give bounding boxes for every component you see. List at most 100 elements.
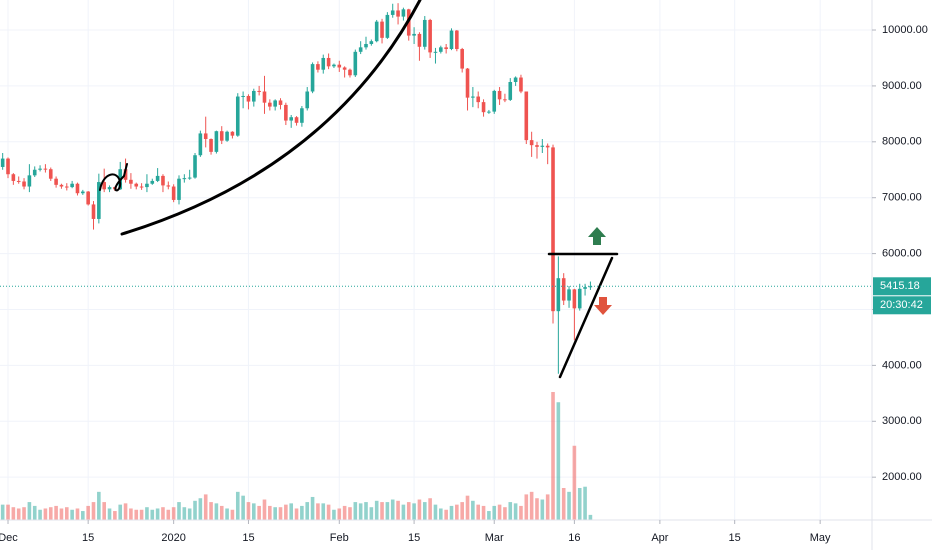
candle-body xyxy=(316,64,320,70)
volume-bar xyxy=(348,507,352,520)
candle-body xyxy=(139,186,144,188)
volume-bar xyxy=(471,500,475,520)
volume-bar xyxy=(353,502,358,520)
candle-body xyxy=(524,91,529,141)
volume-bar xyxy=(235,491,240,520)
volume-bar xyxy=(284,504,288,520)
volume-bar xyxy=(503,507,507,520)
volume-bar xyxy=(102,502,106,520)
volume-bar xyxy=(171,507,176,520)
arrow-up xyxy=(588,227,606,245)
candle-body xyxy=(492,90,497,112)
volume-bar xyxy=(118,504,123,520)
volume-bar xyxy=(332,509,336,520)
candle-body xyxy=(577,288,582,309)
candle-body xyxy=(519,77,523,92)
axes: 2000.003000.004000.005000.006000.007000.… xyxy=(0,24,931,544)
candle-body xyxy=(64,186,69,188)
y-tick-label: 2000.00 xyxy=(882,471,922,483)
volume-bar xyxy=(545,494,550,520)
x-tick-label: Feb xyxy=(330,532,349,544)
volume-bar xyxy=(481,505,486,520)
candle-body xyxy=(305,91,310,109)
volume-bar xyxy=(406,502,411,520)
volume-bar xyxy=(6,504,10,520)
candle-body xyxy=(353,51,358,76)
volume-bar xyxy=(97,491,101,520)
candle-body xyxy=(567,289,571,301)
volume-bar xyxy=(48,507,53,520)
candle-body xyxy=(54,178,58,185)
y-tick-label: 3000.00 xyxy=(882,415,922,427)
candle-body xyxy=(278,100,283,105)
volume-bar xyxy=(465,495,470,520)
candle-body xyxy=(48,169,53,179)
volume-bar xyxy=(561,488,566,520)
candle-body xyxy=(187,177,192,179)
candle-body xyxy=(81,191,85,194)
candle-body xyxy=(508,81,513,100)
candle-body xyxy=(230,131,235,136)
volume-bar xyxy=(316,503,320,520)
volume-bar xyxy=(262,499,267,520)
volume-bar xyxy=(16,508,21,520)
volume-bar xyxy=(27,502,32,520)
volume-bar xyxy=(155,508,160,520)
volume-bar xyxy=(310,496,315,520)
candle-body xyxy=(348,69,352,76)
volume-bar xyxy=(439,508,443,520)
last-price-badge xyxy=(873,277,931,296)
candle-body xyxy=(246,95,251,102)
volume-layer xyxy=(0,392,593,520)
candle-body xyxy=(203,133,208,140)
volume-bar xyxy=(219,505,224,520)
volume-bar xyxy=(43,508,48,520)
candle-body xyxy=(476,96,481,103)
candle-body xyxy=(487,111,491,113)
candle-body xyxy=(337,64,342,68)
volume-bar xyxy=(107,508,112,520)
candle-body xyxy=(182,178,187,180)
volume-bar xyxy=(374,500,379,520)
candle-body xyxy=(460,49,464,69)
candle-body xyxy=(417,33,422,47)
candle-body xyxy=(97,182,101,219)
volume-bar xyxy=(273,507,277,520)
volume-bar xyxy=(59,508,64,520)
volume-bar xyxy=(246,502,251,520)
volume-bar xyxy=(385,502,390,520)
x-tick-label: 15 xyxy=(242,532,254,544)
volume-bar xyxy=(70,509,74,520)
x-tick-label: May xyxy=(810,532,831,544)
volume-bar xyxy=(150,509,155,520)
candle-body xyxy=(257,90,261,92)
candle-body xyxy=(134,183,139,187)
volume-bar xyxy=(203,494,208,520)
x-tick-label: 15 xyxy=(729,532,741,544)
candle-body xyxy=(27,175,32,187)
volume-bar xyxy=(455,504,459,520)
drawings xyxy=(99,0,619,379)
volume-bar xyxy=(113,511,117,520)
y-tick-label: 7000.00 xyxy=(882,192,922,204)
volume-bar xyxy=(519,505,523,520)
y-tick-label: 4000.00 xyxy=(882,359,922,371)
volume-bar xyxy=(535,498,539,520)
candle-body xyxy=(177,178,181,200)
candle-body xyxy=(412,33,416,36)
volume-bar xyxy=(337,508,342,520)
candle-body xyxy=(401,9,406,17)
candle-body xyxy=(497,90,502,100)
volume-bar xyxy=(390,499,395,520)
candle-body xyxy=(455,30,459,50)
volume-bar xyxy=(487,511,491,520)
volume-bar xyxy=(54,505,58,520)
candle-body xyxy=(535,145,539,147)
candle-body xyxy=(102,182,106,190)
candle-body xyxy=(364,43,368,48)
volume-bar xyxy=(214,503,219,520)
candle-body xyxy=(268,102,272,107)
candle-body xyxy=(326,57,331,67)
candle-body xyxy=(129,179,133,184)
